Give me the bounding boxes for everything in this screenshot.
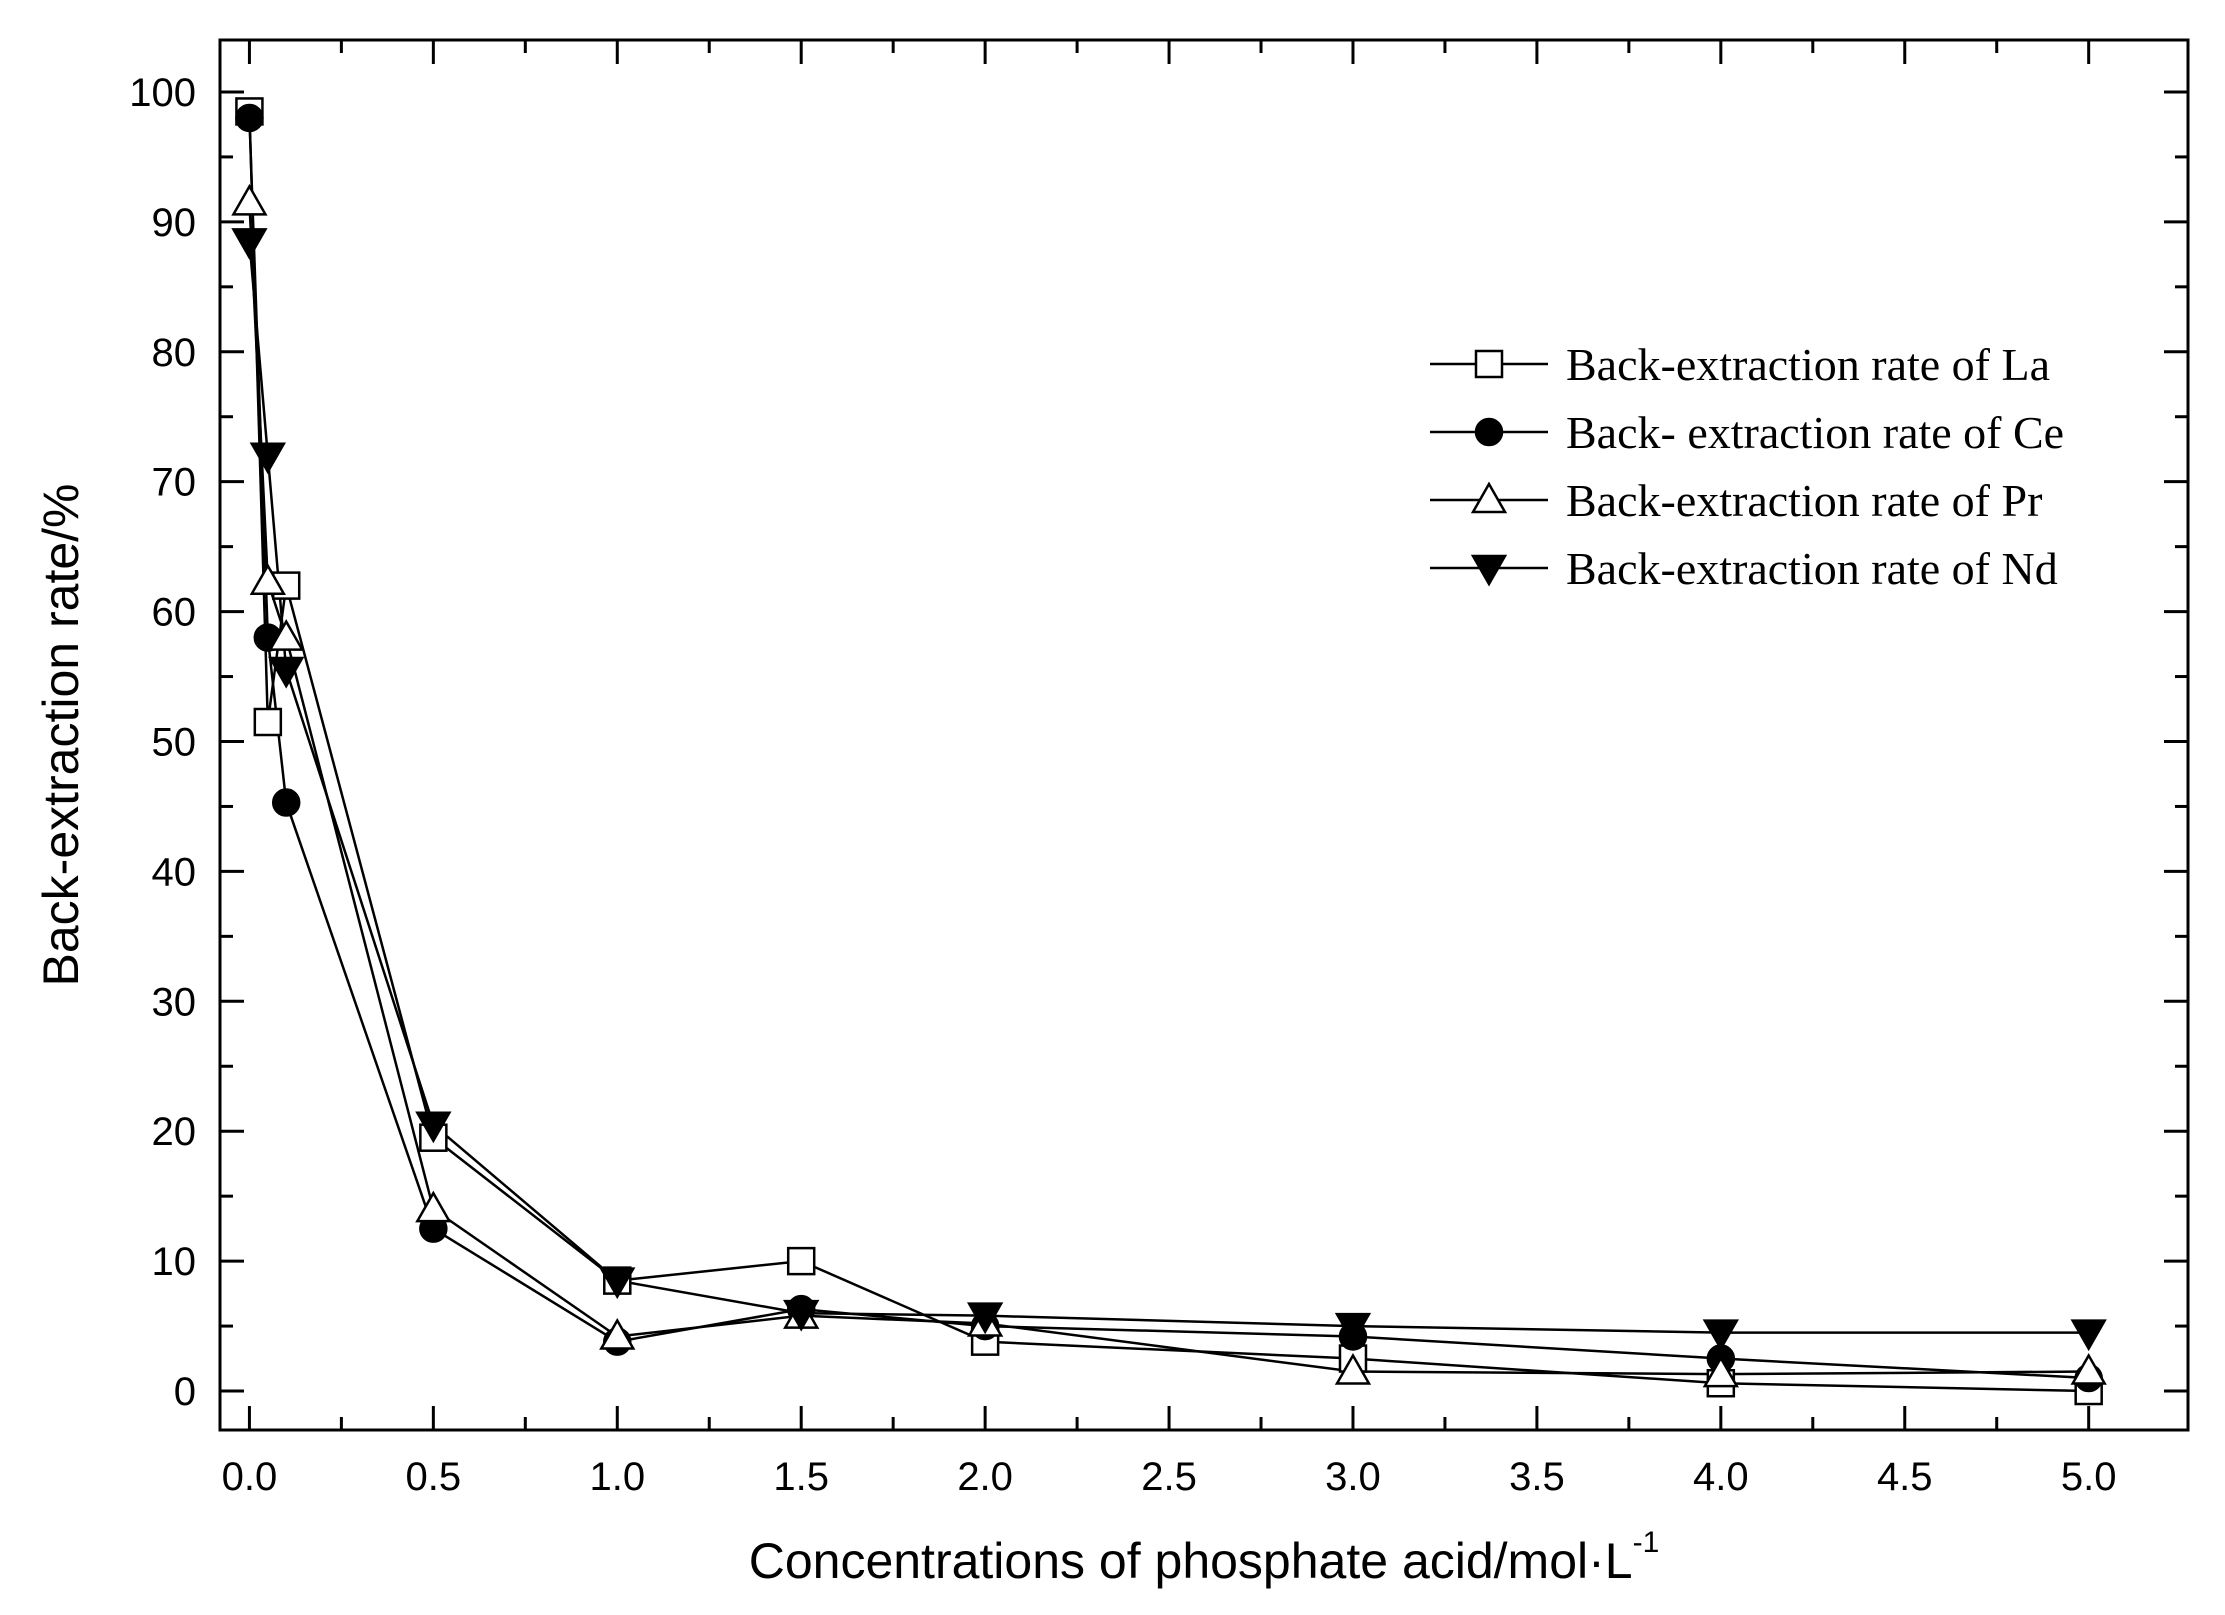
y-tick-label: 40	[152, 850, 197, 894]
y-axis-tick-labels: 0 10 20 30 40 50 60 70 80 90 100	[129, 71, 196, 1414]
data-point-series-4	[599, 1267, 636, 1300]
y-tick-label: 50	[152, 720, 197, 764]
series-line-4	[248, 241, 2089, 1334]
y-tick-label: 60	[152, 591, 197, 635]
y-tick-label: 70	[152, 461, 197, 505]
legend-marker	[1470, 554, 1508, 587]
x-axis-ticks	[247, 40, 2091, 1430]
legend-label: Back-extraction rate of La	[1566, 339, 2050, 390]
data-point-series-3	[599, 1317, 636, 1350]
data-point-series-1	[253, 707, 283, 737]
legend-marker	[1474, 417, 1504, 447]
y-tick-label: 0	[174, 1370, 196, 1414]
data-point-series-3	[2070, 1353, 2107, 1385]
x-axis-tick-labels: 0.0 0.5 1.0 1.5 2.0 2.5 3.0 3.5 4.0 4.5 5.0	[222, 1455, 2117, 1499]
series-line-2	[248, 117, 2089, 1380]
data-point-series-4	[1334, 1312, 1372, 1345]
series-markers	[231, 97, 2107, 1406]
legend-label: Back-extraction rate of Nd	[1566, 543, 2058, 594]
y-tick-label: 20	[152, 1110, 197, 1154]
data-point-series-2	[235, 103, 264, 133]
y-tick-label: 90	[152, 201, 197, 245]
x-tick-label: 2.0	[957, 1455, 1013, 1499]
legend-marker	[1470, 481, 1508, 514]
data-point-series-3	[249, 563, 286, 595]
y-tick-label: 10	[152, 1240, 197, 1284]
y-tick-label: 100	[129, 71, 196, 115]
x-tick-label: 0.0	[222, 1455, 278, 1499]
data-point-series-3	[415, 1190, 452, 1223]
x-tick-label: 4.5	[1877, 1455, 1933, 1499]
data-point-series-1	[786, 1246, 816, 1276]
data-point-series-3	[268, 619, 305, 651]
data-point-series-3	[1334, 1353, 1372, 1385]
data-point-series-3	[1702, 1355, 1739, 1388]
y-tick-label: 30	[152, 980, 197, 1024]
data-point-series-4	[783, 1299, 820, 1332]
x-tick-label: 1.0	[589, 1455, 645, 1499]
data-point-series-4	[231, 228, 268, 260]
legend: Back-extraction rate of La Back- extracti…	[1430, 339, 2064, 594]
plot-frame	[218, 38, 2190, 1432]
legend-label: Back-extraction rate of Pr	[1566, 475, 2042, 526]
x-tick-label: 0.5	[406, 1455, 462, 1499]
x-tick-label: 3.5	[1509, 1455, 1565, 1499]
x-tick-label: 2.5	[1141, 1455, 1197, 1499]
legend-label: Back- extraction rate of Ce	[1566, 407, 2064, 458]
x-tick-label: 5.0	[2061, 1455, 2117, 1499]
series-lines	[248, 111, 2089, 1393]
series-line-1	[248, 111, 2089, 1393]
series-line-3	[248, 202, 2089, 1376]
y-tick-label: 80	[152, 331, 197, 375]
x-tick-label: 3.0	[1325, 1455, 1381, 1499]
x-tick-label: 4.0	[1693, 1455, 1749, 1499]
x-tick-label: 1.5	[773, 1455, 829, 1499]
data-point-series-4	[415, 1111, 452, 1144]
data-point-series-2	[271, 788, 301, 817]
x-axis-title-superscript: -1	[1633, 1526, 1660, 1559]
data-point-series-3	[231, 183, 268, 216]
y-axis-ticks	[220, 90, 2188, 1393]
data-point-series-4	[966, 1302, 1004, 1335]
x-axis-title: Concentrations of phosphate acid/mol·L-1	[749, 1526, 1660, 1589]
legend-marker	[1474, 349, 1504, 379]
data-point-series-4	[2070, 1319, 2107, 1352]
data-point-series-4	[249, 442, 286, 475]
y-axis-title: Back-extraction rate/%	[33, 484, 89, 987]
data-point-series-4	[1702, 1319, 1739, 1352]
data-point-series-4	[268, 656, 305, 689]
